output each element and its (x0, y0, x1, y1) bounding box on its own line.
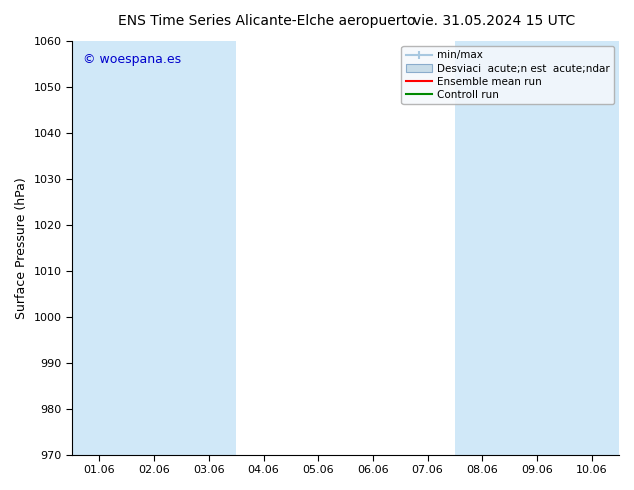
Text: ENS Time Series Alicante-Elche aeropuerto: ENS Time Series Alicante-Elche aeropuert… (117, 14, 415, 28)
Bar (455, 41, 510, 455)
Bar (127, 41, 181, 455)
Bar (564, 41, 619, 455)
Legend: min/max, Desviaci  acute;n est  acute;ndar, Ensemble mean run, Controll run: min/max, Desviaci acute;n est acute;ndar… (401, 46, 614, 104)
Bar (510, 41, 564, 455)
Text: © woespana.es: © woespana.es (83, 53, 181, 67)
Bar (181, 41, 236, 455)
Text: vie. 31.05.2024 15 UTC: vie. 31.05.2024 15 UTC (413, 14, 576, 28)
Bar (72, 41, 127, 455)
Y-axis label: Surface Pressure (hPa): Surface Pressure (hPa) (15, 177, 28, 318)
